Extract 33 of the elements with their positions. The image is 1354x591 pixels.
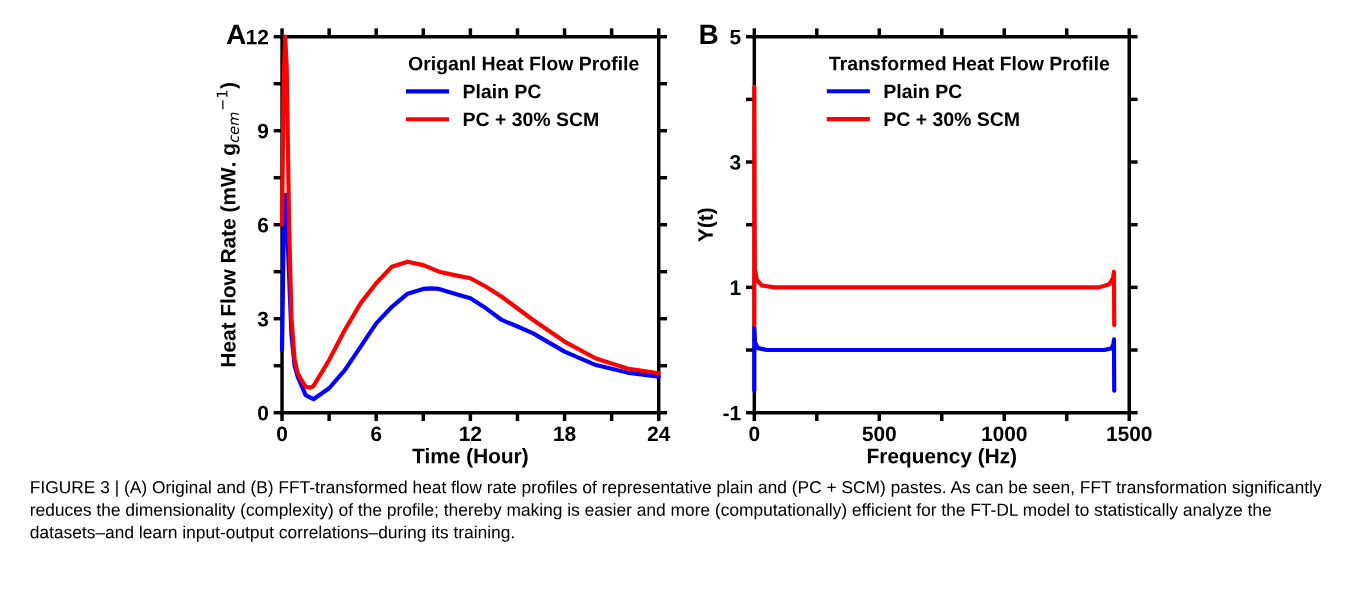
legend-label: Plain PC (884, 83, 962, 99)
y-tick-label: 1 (730, 280, 741, 295)
y-tick-label: 0 (258, 405, 268, 421)
x-tick-label: 0 (749, 426, 760, 442)
x-tick-label: 1500 (1107, 426, 1152, 442)
legend-title: Origanl Heat Flow Profile (408, 56, 639, 75)
y-tick-label: 12 (246, 29, 269, 45)
y-tick-label: -1 (723, 405, 741, 421)
legend-label: Plain PC (463, 84, 541, 99)
y-tick-label: 3 (730, 155, 741, 170)
line-series (752, 84, 1117, 328)
x-tick-label: 12 (460, 426, 482, 441)
y-tick-label: 3 (257, 311, 269, 327)
x-axis-title: Frequency (Hz) (867, 448, 1016, 468)
y-axis-title: Y(t) (697, 208, 718, 242)
x-axis-title: Time (Hour) (412, 448, 528, 468)
legend-label: PC + 30% SCM (463, 112, 598, 127)
y-tick-label: 6 (258, 217, 269, 233)
line-series (752, 324, 1117, 393)
y-axis-title: Heat Flow Rate (mW. g$_{cem}$$^{−1}$) (216, 82, 240, 367)
caption: FIGURE 3 | (A) Original and (B) FFT-transformed heat flow rate profiles of representative plain and (PC + SCM) pastes. As can be seen, FFT transformation significantly reduces the dimensionality (complexity) of the profile; thereby making is easier and more (computationally) efficient for the FT-DL model to statistically analyze the datasets–and learn input-output correlations–during its training. (30, 480, 1322, 542)
x-tick-label: 1000 (982, 426, 1027, 442)
text: A (226, 24, 246, 44)
legend-title: Transformed Heat Flow Profile (829, 56, 1110, 71)
x-tick-label: 18 (554, 426, 576, 442)
y-tick-label: 5 (730, 29, 741, 45)
text: B (700, 24, 718, 44)
x-tick-label: 6 (371, 426, 382, 442)
x-tick-label: 24 (647, 426, 671, 441)
x-tick-label: 0 (277, 426, 287, 442)
legend-label: PC + 30% SCM (884, 112, 1019, 127)
y-tick-label: 9 (257, 123, 269, 139)
x-tick-label: 500 (862, 426, 896, 442)
